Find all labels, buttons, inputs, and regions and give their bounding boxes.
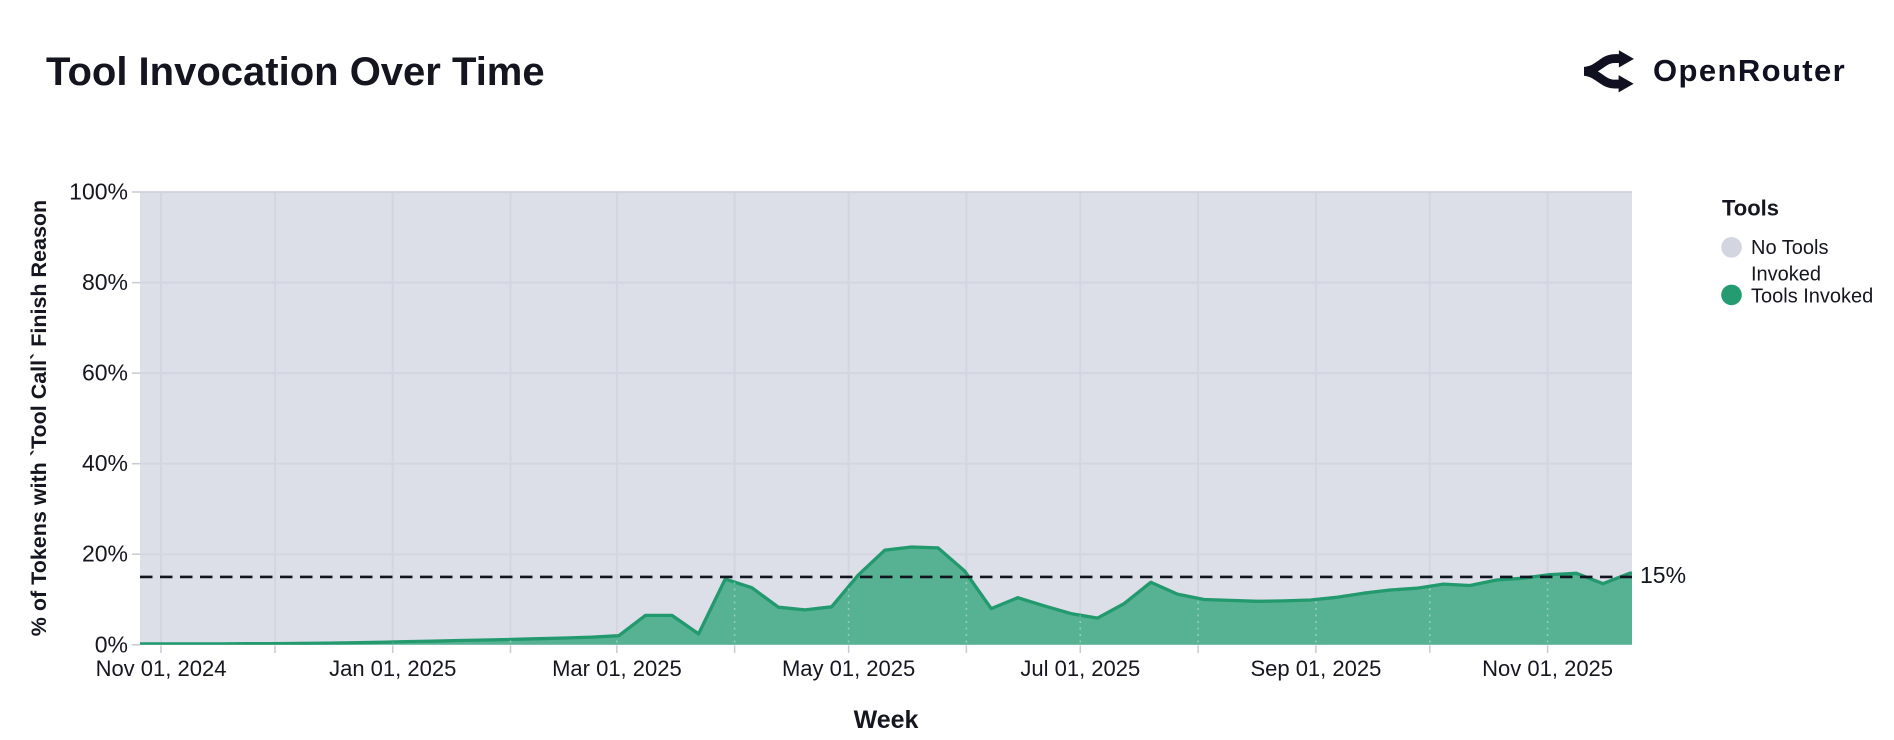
svg-text:Invoked: Invoked: [1751, 264, 1821, 286]
svg-text:Nov 01, 2024: Nov 01, 2024: [96, 656, 227, 681]
svg-text:15%: 15%: [1640, 562, 1686, 588]
svg-text:60%: 60%: [82, 360, 128, 386]
svg-text:No Tools: No Tools: [1751, 237, 1828, 259]
svg-text:Nov 01, 2025: Nov 01, 2025: [1482, 656, 1613, 681]
svg-text:80%: 80%: [82, 269, 128, 295]
svg-text:Tools Invoked: Tools Invoked: [1751, 285, 1873, 307]
svg-text:% of Tokens with `Tool Call` F: % of Tokens with `Tool Call` Finish Reas…: [27, 200, 51, 636]
svg-text:Jul 01, 2025: Jul 01, 2025: [1020, 656, 1140, 681]
svg-text:Week: Week: [854, 706, 919, 734]
svg-text:20%: 20%: [82, 541, 128, 567]
svg-text:Tools: Tools: [1722, 196, 1779, 221]
svg-text:Sep 01, 2025: Sep 01, 2025: [1250, 656, 1381, 681]
svg-text:0%: 0%: [95, 631, 128, 657]
svg-text:100%: 100%: [69, 179, 128, 205]
svg-text:Jan 01, 2025: Jan 01, 2025: [329, 656, 456, 681]
svg-text:Mar 01, 2025: Mar 01, 2025: [552, 656, 682, 681]
svg-text:40%: 40%: [82, 450, 128, 476]
svg-text:May 01, 2025: May 01, 2025: [782, 656, 915, 681]
